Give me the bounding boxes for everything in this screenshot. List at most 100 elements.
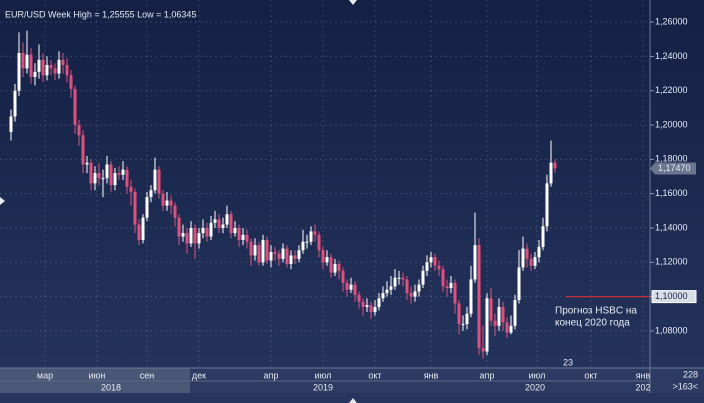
candle-body bbox=[93, 173, 97, 184]
candle-body bbox=[189, 227, 193, 244]
candle-body bbox=[77, 125, 81, 136]
candle-body bbox=[109, 164, 113, 186]
candle-body bbox=[421, 270, 425, 285]
candle-body bbox=[269, 252, 273, 261]
candle-body bbox=[281, 248, 285, 259]
x-tick-label: апр bbox=[480, 370, 495, 380]
candle-body bbox=[509, 325, 513, 333]
scroll-arrow-left[interactable] bbox=[0, 197, 5, 205]
candle-body bbox=[357, 294, 361, 302]
candle-body bbox=[101, 178, 105, 180]
candle-body bbox=[473, 245, 477, 280]
candle-body bbox=[541, 226, 545, 247]
x-tick-label: сен bbox=[140, 370, 155, 380]
candle-body bbox=[33, 71, 37, 77]
candle-body bbox=[181, 233, 185, 237]
y-tick-label: 1,24000 bbox=[655, 51, 688, 61]
candle-body bbox=[413, 291, 417, 297]
forecast-label: 1,10000 bbox=[655, 291, 688, 301]
candle-body bbox=[385, 289, 389, 294]
y-tick-label: 1,18000 bbox=[655, 154, 688, 164]
candle-body bbox=[21, 52, 25, 69]
forecast-label-box bbox=[651, 290, 697, 304]
candle-body bbox=[529, 258, 533, 266]
candle-body bbox=[297, 250, 301, 259]
candle-body bbox=[165, 200, 169, 206]
candle-body bbox=[49, 64, 53, 69]
candle-body bbox=[321, 250, 325, 263]
candle-body bbox=[317, 234, 321, 251]
candle-body bbox=[41, 59, 45, 76]
candle-body bbox=[157, 169, 161, 194]
candle-body bbox=[365, 305, 369, 307]
scroll-arrow-top[interactable] bbox=[349, 0, 357, 5]
candle-body bbox=[461, 324, 465, 326]
candle-body bbox=[65, 64, 69, 76]
candle-body bbox=[197, 233, 201, 244]
candle-body bbox=[73, 88, 77, 126]
candle-body bbox=[313, 231, 317, 235]
candle-body bbox=[325, 257, 329, 263]
candle-body bbox=[517, 267, 521, 301]
candle-body bbox=[169, 200, 173, 206]
candle-body bbox=[277, 253, 281, 259]
scroll-arrow-bottom[interactable] bbox=[349, 398, 357, 403]
forecast-note: Прогноз HSBC на bbox=[555, 305, 637, 316]
candle-body bbox=[89, 162, 93, 184]
candle-body bbox=[201, 227, 205, 234]
x-tick-label: янв bbox=[424, 370, 439, 380]
candle-body bbox=[265, 239, 269, 261]
y-tick-label: 1,16000 bbox=[655, 188, 688, 198]
candle-body bbox=[549, 162, 553, 184]
candle-body bbox=[525, 248, 529, 259]
candle-body bbox=[293, 255, 297, 259]
candle-body bbox=[433, 257, 437, 266]
last-price-box bbox=[650, 162, 696, 175]
candle-body bbox=[245, 234, 249, 242]
candle-body bbox=[105, 164, 109, 179]
candle-body bbox=[381, 293, 385, 299]
year-label: 2020 bbox=[525, 382, 545, 392]
corner-label: 228 bbox=[683, 369, 698, 379]
candle-body bbox=[361, 301, 365, 307]
x-tick-label: июл bbox=[529, 370, 546, 380]
candle-body bbox=[533, 257, 537, 266]
candle-body bbox=[85, 162, 89, 165]
candle-body bbox=[393, 277, 397, 287]
candle-body bbox=[489, 298, 493, 321]
y-tick-label: 1,12000 bbox=[655, 257, 688, 267]
candle-body bbox=[25, 54, 29, 69]
candle-body bbox=[353, 284, 357, 295]
candle-body bbox=[113, 173, 117, 186]
candle-body bbox=[329, 257, 333, 273]
candle-body bbox=[389, 286, 393, 290]
candle-body bbox=[301, 241, 305, 251]
candle-body bbox=[449, 282, 453, 289]
candle-body bbox=[273, 252, 277, 254]
candle-body bbox=[285, 248, 289, 265]
y-tick-label: 1,20000 bbox=[655, 119, 688, 129]
x-tick-label: мар bbox=[37, 370, 53, 380]
candle-body bbox=[125, 169, 129, 187]
candle-body bbox=[237, 227, 241, 240]
candle-body bbox=[161, 193, 165, 206]
candle-body bbox=[497, 306, 501, 326]
candle-body bbox=[57, 59, 61, 74]
candle-body bbox=[481, 348, 485, 352]
candle-body bbox=[97, 173, 101, 179]
candle-body bbox=[349, 284, 353, 290]
candle-body bbox=[505, 322, 509, 333]
y-tick-label: 1,26000 bbox=[655, 16, 688, 26]
candle-body bbox=[425, 262, 429, 271]
candle-body bbox=[469, 279, 473, 314]
candle-body bbox=[193, 227, 197, 244]
candle-body bbox=[177, 217, 181, 237]
candle-body bbox=[253, 245, 257, 256]
candle-body bbox=[145, 197, 149, 218]
candle-body bbox=[153, 169, 157, 191]
candle-body bbox=[261, 239, 265, 263]
candle-body bbox=[217, 219, 221, 228]
candle-body bbox=[373, 306, 377, 313]
candle-body bbox=[453, 282, 457, 304]
